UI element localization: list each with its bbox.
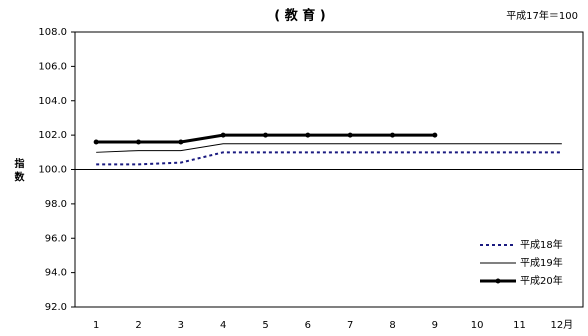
legend-marker (495, 278, 501, 284)
x-tick-label: 11 (513, 320, 526, 331)
y-axis-label: 指 数 (12, 157, 24, 182)
x-tick-label: 5 (262, 320, 268, 331)
y-tick-label: 106.0 (38, 61, 67, 72)
legend-label: 平成18年 (520, 238, 563, 251)
x-tick-label: 10 (471, 320, 484, 331)
series-line (96, 143, 562, 153)
point (263, 132, 268, 138)
y-tick-label: 104.0 (38, 96, 67, 107)
chart-title: ( 教 育 ) (274, 8, 325, 24)
y-tick-label: 108.0 (38, 27, 67, 38)
x-tick-label: 7 (347, 320, 353, 331)
point (178, 139, 184, 145)
y-tick-label: 94.0 (45, 268, 67, 279)
x-tick-label: 12月 (550, 319, 573, 331)
point (390, 132, 395, 138)
x-tick-label: 3 (178, 320, 184, 331)
x-tick-label: 4 (220, 320, 226, 331)
x-tick-label: 6 (305, 320, 311, 331)
point (347, 132, 353, 138)
y-tick-label: 100.0 (38, 165, 67, 176)
x-tick-label: 8 (389, 320, 395, 331)
x-tick-label: 1 (93, 320, 99, 331)
legend-label: 平成20年 (520, 274, 563, 287)
y-tick-label: 98.0 (45, 199, 67, 210)
y-tick-label: 96.0 (45, 233, 67, 244)
point (432, 132, 438, 138)
x-tick-label: 2 (135, 320, 141, 331)
point (93, 139, 99, 145)
y-tick-label: 92.0 (45, 302, 67, 313)
point (305, 132, 311, 138)
series-line (96, 151, 562, 166)
point (220, 132, 226, 138)
legend-label: 平成19年 (520, 256, 563, 269)
point (136, 139, 141, 145)
x-tick-label: 9 (432, 320, 438, 331)
note: 平成17年＝100 (506, 9, 578, 22)
y-tick-label: 102.0 (38, 130, 67, 141)
